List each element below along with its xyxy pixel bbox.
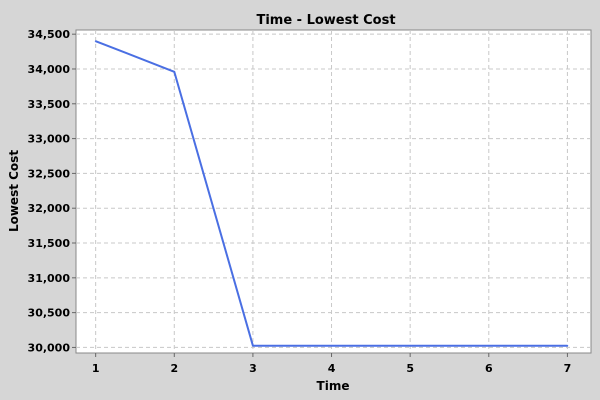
chart-title: Time - Lowest Cost xyxy=(256,13,395,28)
x-tick-label: 7 xyxy=(564,362,572,375)
x-tick-label: 6 xyxy=(485,362,493,375)
grid-lines xyxy=(76,30,591,353)
series-layer xyxy=(94,40,569,347)
y-tick-label: 32,000 xyxy=(28,202,71,215)
x-tick-label: 1 xyxy=(92,362,100,375)
x-tick-label: 2 xyxy=(170,362,178,375)
y-tick-label: 33,500 xyxy=(28,98,71,111)
y-tick-label: 32,500 xyxy=(28,167,71,180)
data-point xyxy=(173,70,176,73)
y-tick-label: 33,000 xyxy=(28,133,71,146)
data-point xyxy=(409,344,411,347)
y-tick-label: 31,500 xyxy=(28,237,71,250)
y-axis-label: Lowest Cost xyxy=(7,150,21,232)
y-tick-label: 30,500 xyxy=(28,307,71,320)
axis-ticks: 1 2 3 4 5 6 7 30,000 30,500 31,000 31,500 32,000 32,… xyxy=(28,28,572,375)
plot-area xyxy=(75,29,592,354)
x-tick-label: 5 xyxy=(406,362,414,375)
y-tick-label: 34,000 xyxy=(28,63,71,76)
data-point xyxy=(330,344,333,347)
data-point xyxy=(94,40,97,42)
y-tick-label: 31,000 xyxy=(28,272,71,285)
x-tick-label: 4 xyxy=(328,362,336,375)
data-point xyxy=(487,344,490,347)
x-axis-label: Time xyxy=(317,379,350,393)
data-point xyxy=(566,344,569,347)
y-tick-label: 30,000 xyxy=(28,341,71,354)
y-tick-label: 34,500 xyxy=(28,28,71,41)
data-point xyxy=(252,344,254,347)
x-tick-label: 3 xyxy=(249,362,257,375)
